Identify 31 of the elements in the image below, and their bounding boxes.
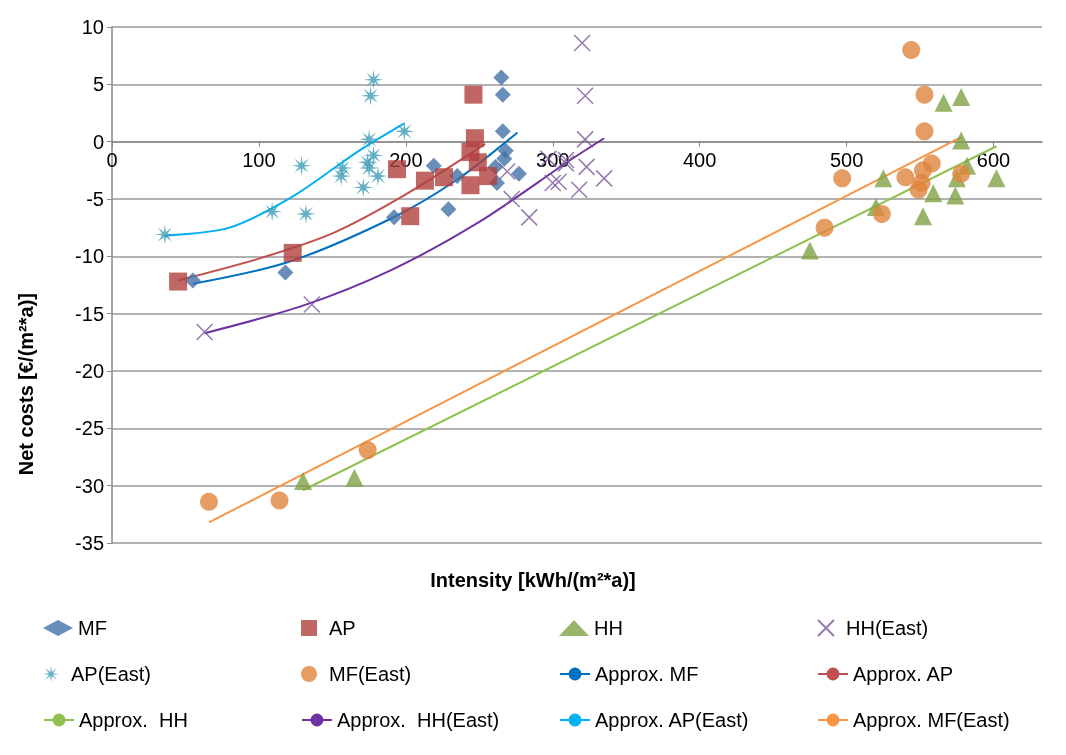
y-tick-label: 10 [81,16,104,38]
y-tick-label: -5 [86,188,104,210]
x-tick-label: 0 [106,148,118,171]
legend-label: Approx. MF(East) [853,709,1010,731]
y-tick-label: 5 [92,73,104,96]
legend-label: HH(East) [846,617,929,639]
y-tick-label: 0 [92,130,104,153]
x-tick-label: 600 [976,148,1011,171]
y-tick-label: -25 [75,417,104,440]
legend-label: MF(East) [329,663,412,685]
y-tick-label: -15 [75,302,104,325]
x-tick-label: 100 [242,148,276,171]
legend-label: AP [329,617,356,639]
legend-label: Approx. MF [595,663,699,685]
x-tick-label: 400 [682,148,717,171]
legend-label: Approx. AP [853,663,954,685]
legend-label: Approx. HH [79,709,188,731]
x-tick-label: 300 [536,148,570,171]
y-axis-title: Net costs [€/(m²*a)] [15,292,37,476]
legend-label: MF [78,617,107,639]
x-tick-label: 200 [389,148,423,171]
x-axis-title: Intensity [kWh/(m²*a)] [430,569,636,591]
y-tick-label: -35 [75,532,104,554]
legend-label: Approx. AP(East) [595,709,749,731]
legend-label: AP(East) [71,663,152,685]
y-tick-label: -30 [75,474,104,497]
y-tick-label: -20 [75,360,104,382]
legend-label: HH [594,617,623,639]
legend-label: Approx. HH(East) [337,709,500,731]
x-tick-label: 500 [829,148,864,171]
y-tick-label: -10 [75,245,104,268]
